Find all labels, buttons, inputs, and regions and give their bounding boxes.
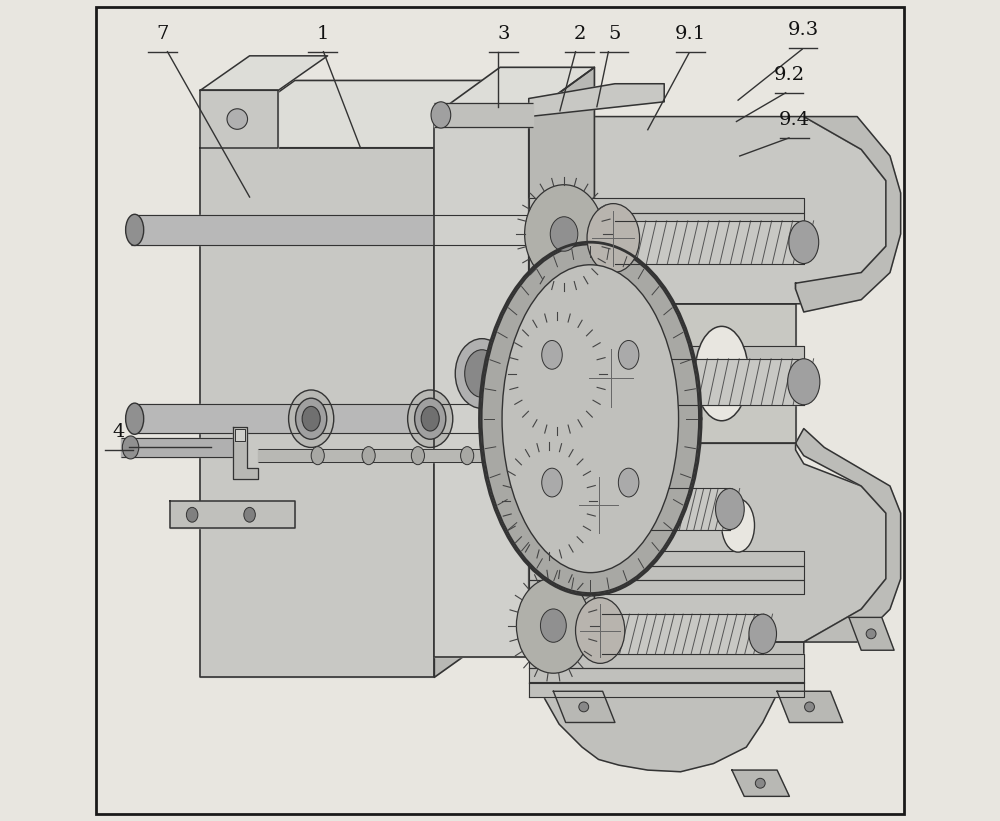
Ellipse shape [362,447,375,465]
Ellipse shape [502,265,679,573]
Ellipse shape [244,507,255,522]
Polygon shape [529,198,804,213]
Text: 3: 3 [497,25,510,43]
Ellipse shape [542,341,562,369]
Ellipse shape [542,468,562,497]
Ellipse shape [587,204,640,273]
Polygon shape [170,501,295,528]
Polygon shape [777,691,843,722]
Ellipse shape [302,406,320,431]
Polygon shape [200,90,278,148]
Ellipse shape [227,108,248,130]
Ellipse shape [525,185,603,283]
Polygon shape [200,80,529,148]
Ellipse shape [716,488,744,530]
Ellipse shape [126,403,144,434]
Text: 9.1: 9.1 [675,25,706,43]
Text: 9.3: 9.3 [787,21,819,39]
Polygon shape [849,617,894,650]
Polygon shape [529,360,804,375]
Polygon shape [529,304,796,443]
Polygon shape [200,148,434,677]
Polygon shape [529,580,804,594]
Ellipse shape [415,398,446,439]
Polygon shape [529,213,804,227]
Polygon shape [529,551,804,566]
Ellipse shape [311,447,324,465]
Text: 1: 1 [316,25,329,43]
Ellipse shape [289,390,334,447]
Polygon shape [553,691,615,722]
Text: 4: 4 [113,423,125,441]
Ellipse shape [516,578,590,673]
Ellipse shape [431,102,451,128]
Ellipse shape [866,629,876,639]
Ellipse shape [421,406,439,431]
Polygon shape [529,668,804,683]
Ellipse shape [482,245,699,593]
Ellipse shape [550,217,578,251]
Ellipse shape [465,350,499,397]
Text: 9.2: 9.2 [773,66,805,84]
Polygon shape [529,682,804,697]
Ellipse shape [805,702,814,712]
Polygon shape [529,654,804,668]
Polygon shape [529,642,804,772]
Ellipse shape [692,414,702,424]
Ellipse shape [755,778,765,788]
Ellipse shape [540,609,566,642]
Ellipse shape [695,326,748,420]
Polygon shape [732,770,789,796]
Ellipse shape [296,398,327,439]
Polygon shape [529,374,804,389]
Ellipse shape [408,390,453,447]
Text: 5: 5 [608,25,620,43]
Ellipse shape [516,320,599,427]
Polygon shape [529,443,886,642]
Ellipse shape [461,447,474,465]
Ellipse shape [186,507,198,522]
Ellipse shape [411,447,424,465]
Ellipse shape [455,338,509,408]
Ellipse shape [576,598,625,663]
Ellipse shape [122,436,139,459]
Polygon shape [200,56,328,90]
Ellipse shape [584,342,638,414]
Ellipse shape [543,355,572,392]
Ellipse shape [788,359,820,405]
Ellipse shape [722,499,755,553]
Polygon shape [529,67,594,657]
Text: 9.4: 9.4 [779,111,810,129]
Polygon shape [434,80,529,677]
Ellipse shape [535,483,563,519]
Polygon shape [235,429,245,441]
Ellipse shape [789,221,819,264]
Polygon shape [529,346,804,360]
Ellipse shape [618,468,639,497]
Polygon shape [796,117,901,312]
Polygon shape [233,427,258,479]
Polygon shape [529,227,804,241]
Polygon shape [434,115,529,657]
Ellipse shape [618,341,639,369]
Text: 7: 7 [156,25,169,43]
Polygon shape [529,117,886,304]
Ellipse shape [510,450,589,552]
Polygon shape [529,566,804,580]
Polygon shape [434,67,594,115]
Polygon shape [796,429,901,642]
Ellipse shape [126,214,144,245]
Text: 2: 2 [573,25,586,43]
Ellipse shape [749,614,777,654]
Ellipse shape [579,702,589,712]
Polygon shape [529,84,664,117]
Ellipse shape [574,470,623,539]
